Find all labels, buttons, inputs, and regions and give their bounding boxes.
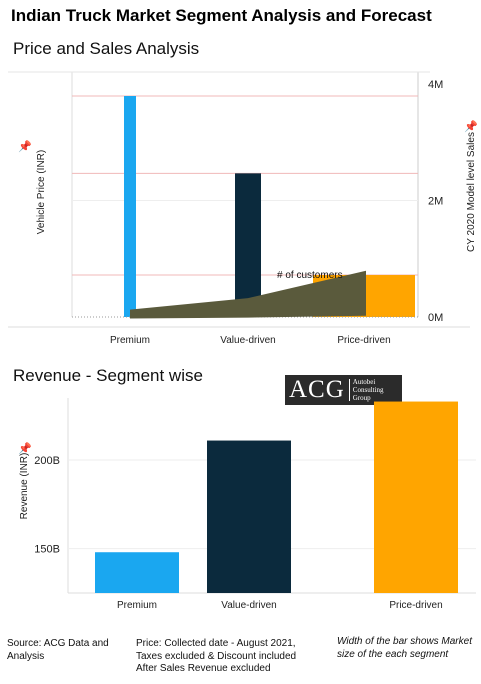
y-tick-label: 150B [34, 544, 60, 556]
pin-icon[interactable]: 📌 [464, 121, 478, 133]
y-axis-label: Revenue (INR) [19, 453, 30, 520]
revenue-bar [95, 552, 179, 593]
page-title: Indian Truck Market Segment Analysis and… [11, 6, 432, 25]
x-tick-label: Premium [110, 335, 150, 346]
x-tick-label: Price-driven [337, 335, 390, 346]
y2-axis-label: CY 2020 Model level Sales [466, 132, 477, 252]
x-tick-label: Premium [117, 600, 157, 611]
footer-price-note: Price: Collected date - August 2021, Tax… [136, 638, 297, 674]
chart2-title: Revenue - Segment wise [13, 366, 203, 385]
acg-logo: ACG Autobei Consulting Group [285, 375, 402, 405]
y-axis-label: Vehicle Price (INR) [36, 150, 47, 234]
customers-annotation: # of customers [277, 270, 343, 281]
logo-divider [348, 379, 350, 401]
x-tick-label: Value-driven [220, 335, 275, 346]
y2-tick-label: 4M [428, 79, 443, 91]
y-tick-label: 200B [34, 455, 60, 467]
footer-source: Source: ACG Data and Analysis [7, 638, 109, 662]
revenue-bar [374, 401, 458, 593]
price-bar [124, 96, 136, 317]
y2-tick-label: 2M [428, 196, 443, 208]
revenue-bar [207, 440, 291, 593]
x-tick-label: Price-driven [389, 600, 442, 611]
logo-main-text: ACG [289, 376, 345, 403]
pin-icon[interactable]: 📌 [18, 141, 32, 153]
logo-sub-text: Autobei Consulting Group [352, 378, 384, 402]
customers-band [130, 270, 366, 319]
revenue-chart: 150B 200B Premium Value-driven Price-driven R… [19, 398, 476, 611]
x-tick-label: Value-driven [221, 600, 276, 611]
price-bar [235, 173, 261, 317]
y2-tick-label: 0M [428, 312, 443, 324]
footer-width-note: Width of the bar shows Market size of th… [337, 636, 472, 660]
pin-icon[interactable]: 📌 [18, 443, 32, 455]
chart1-title: Price and Sales Analysis [13, 39, 200, 58]
price-sales-chart: # of customers 0M 2M 4M Premium Value-driven P… [8, 71, 477, 346]
